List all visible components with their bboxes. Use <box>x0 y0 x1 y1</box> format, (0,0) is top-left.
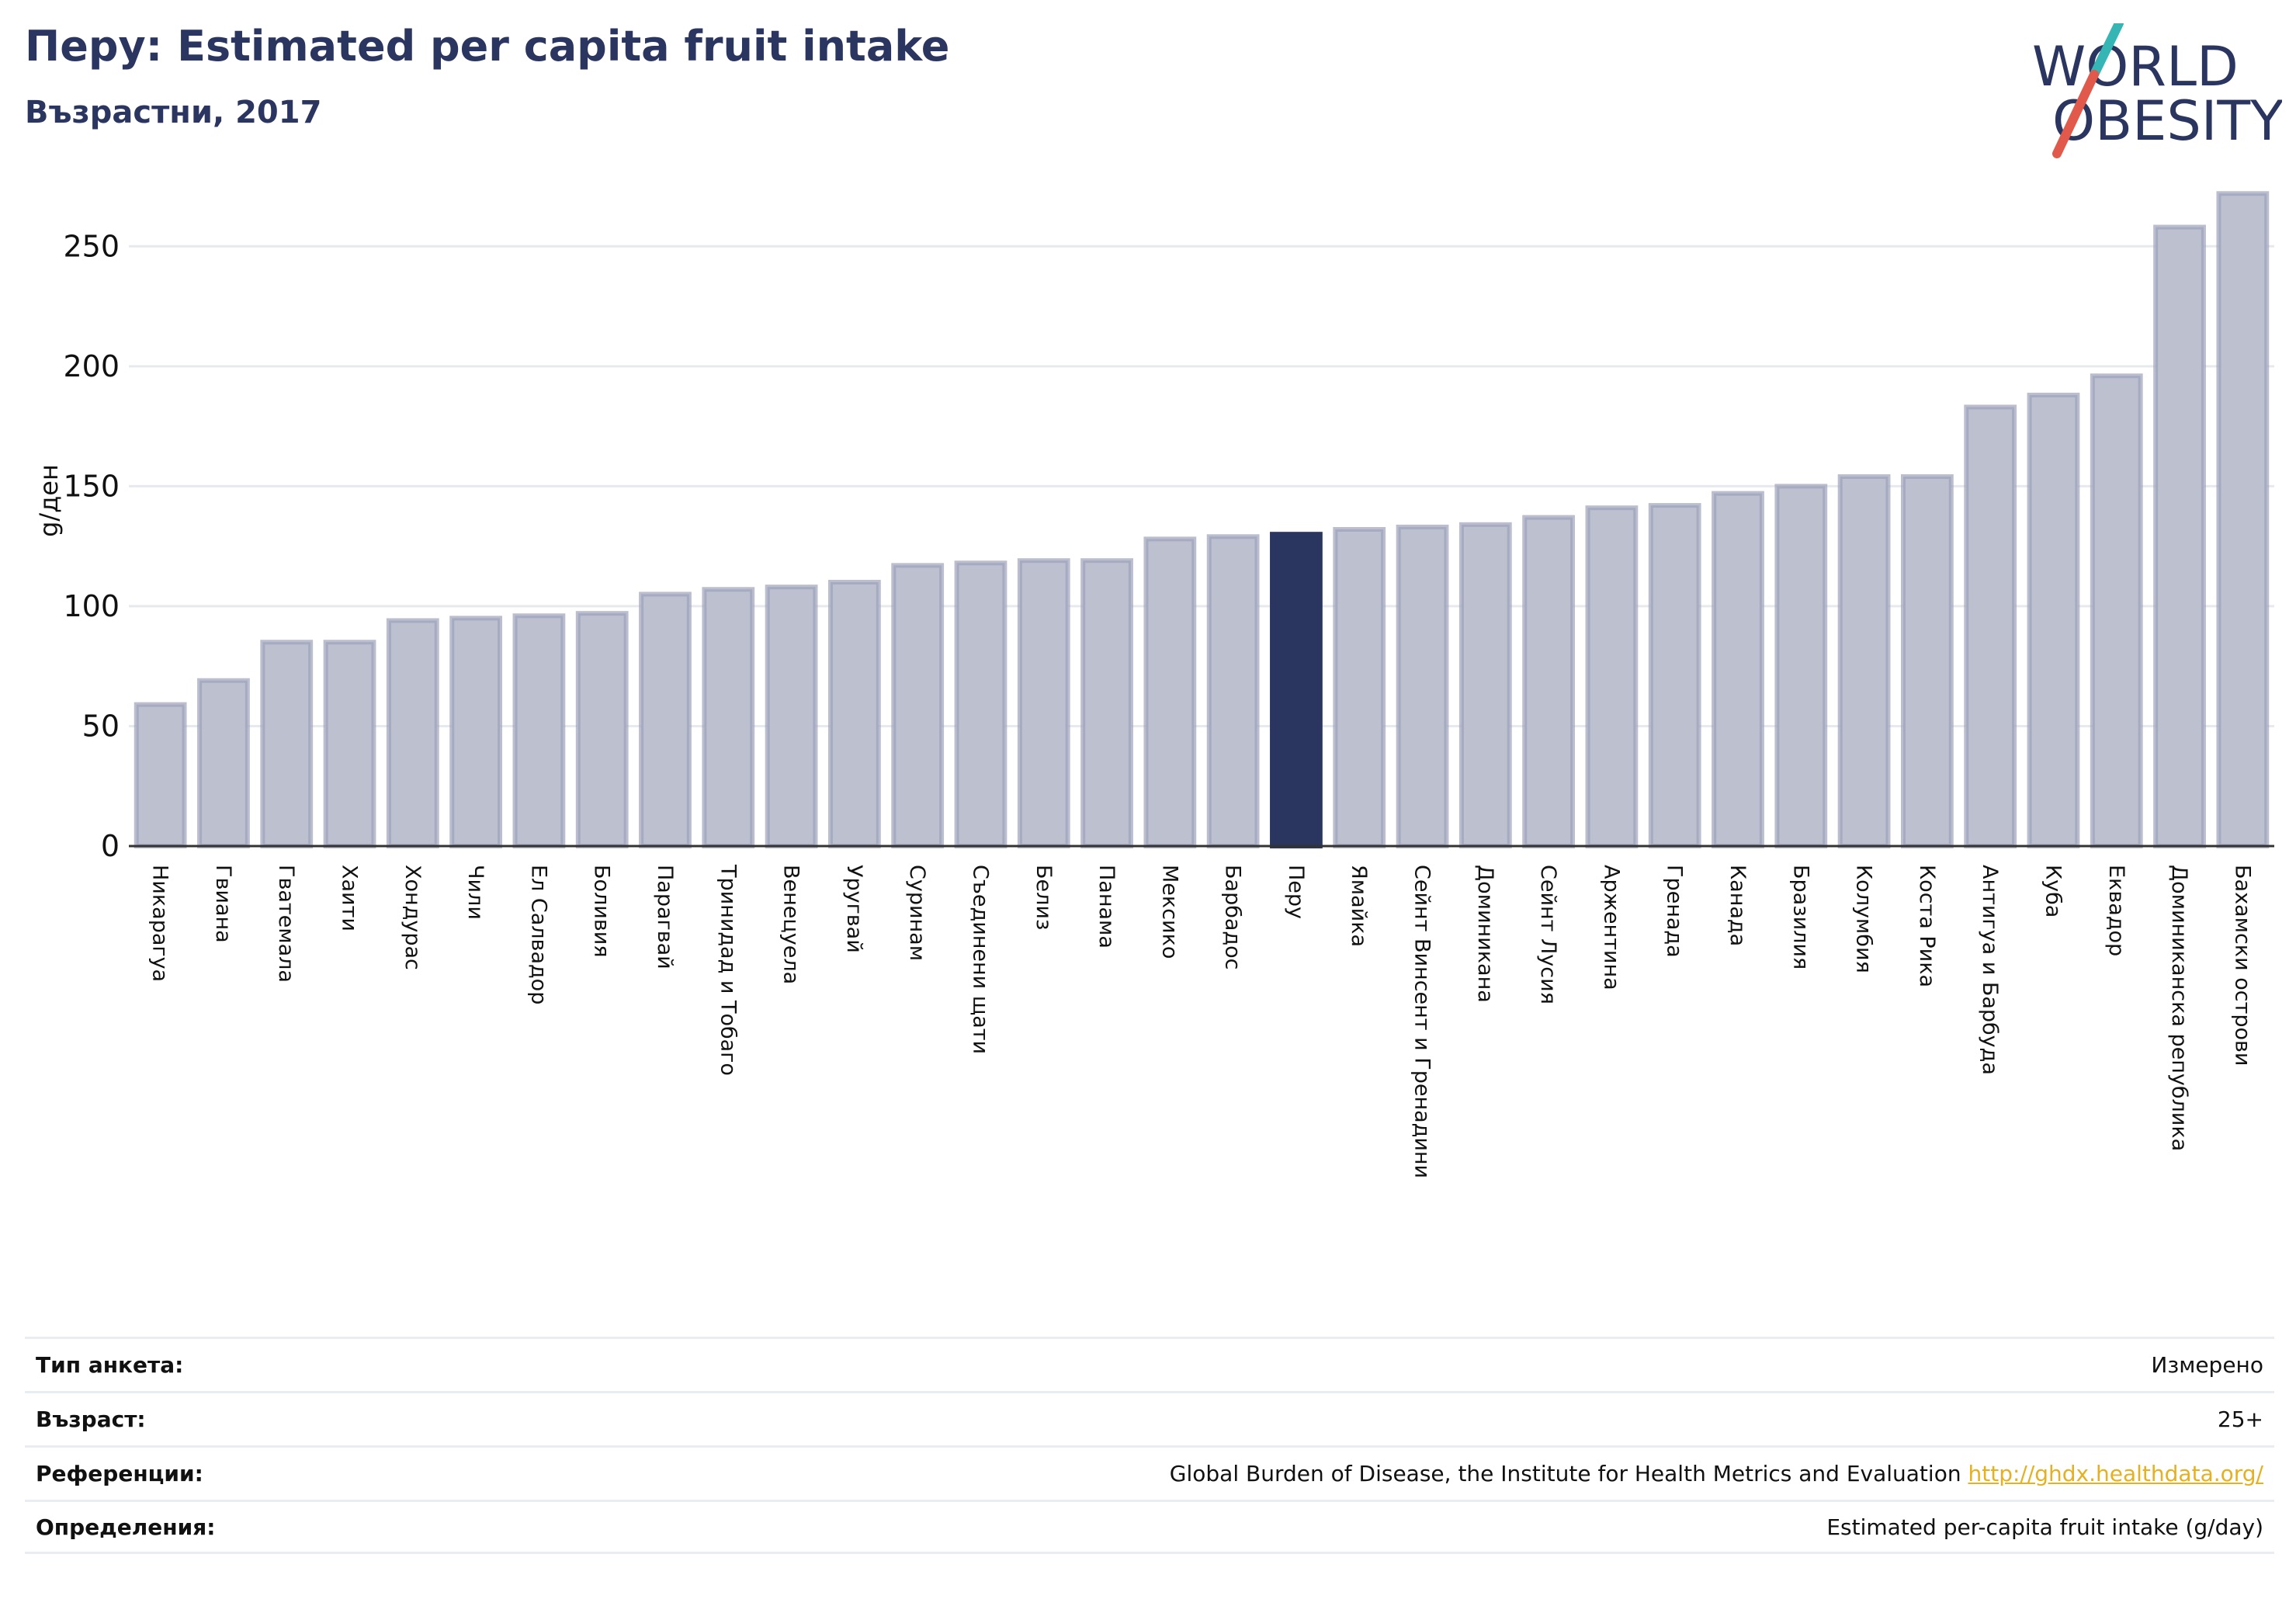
bar <box>260 640 314 848</box>
x-tick-label: Бразилия <box>1788 865 1812 969</box>
x-tick-label: Мексико <box>1157 865 1181 959</box>
x-tick-label: Чили <box>463 865 487 920</box>
info-row-references: Референции: Global Burden of Disease, th… <box>25 1445 2274 1500</box>
bar <box>197 678 250 849</box>
bar <box>512 613 566 848</box>
world-obesity-logo: WORLD OBESITY <box>2032 23 2282 158</box>
x-tick-label: Ямайка <box>1347 865 1371 947</box>
bar <box>1143 536 1197 848</box>
x-tick-label: Белиз <box>1032 865 1056 930</box>
bar <box>1648 503 1701 848</box>
bar <box>1333 527 1386 848</box>
bar <box>639 591 692 848</box>
info-label: Възраст: <box>36 1406 146 1432</box>
info-value: Estimated per-capita fruit intake (g/day… <box>1826 1514 2263 1540</box>
x-tick-label: Сейнт Лусия <box>1536 865 1560 1004</box>
logo-word-obesity: OBESITY <box>2052 89 2282 153</box>
y-tick-label: 200 <box>63 349 120 383</box>
bar <box>134 702 187 848</box>
bar <box>1900 474 1954 848</box>
bar <box>1712 491 1764 848</box>
x-tick-label: Доминикана <box>1473 865 1497 1003</box>
x-tick-label: Суринам <box>905 865 929 961</box>
logo-word-world: WORLD <box>2032 35 2239 99</box>
x-tick-label: Уругвай <box>842 865 866 953</box>
x-tick-label: Коста Рика <box>1915 865 1939 987</box>
info-row-age: Възраст: 25+ <box>25 1391 2274 1445</box>
logo-slash-top <box>2090 23 2124 79</box>
x-tick-label: Барбадос <box>1221 865 1245 969</box>
bar <box>575 611 629 848</box>
x-tick-label: Хаити <box>338 865 362 931</box>
x-tick-label: Хондурас <box>401 865 425 970</box>
x-tick-label: Куба <box>2041 865 2065 917</box>
bar <box>323 640 376 848</box>
chart-title: Перу: Estimated per capita fruit intake <box>25 22 950 71</box>
x-tick-label: Бахамски острови <box>2230 865 2254 1066</box>
bar <box>1774 484 1828 848</box>
x-tick-label: Гватемала <box>274 865 298 983</box>
logo-slash-bottom <box>2052 70 2099 158</box>
info-value: Измерено <box>2151 1352 2263 1378</box>
x-tick-label: Аржентина <box>1599 865 1623 990</box>
bar <box>1522 515 1576 849</box>
info-value: 25+ <box>2217 1406 2263 1432</box>
bar <box>1270 532 1323 848</box>
y-tick-label: 150 <box>63 469 120 503</box>
x-tick-label: Венецуела <box>779 865 803 984</box>
x-tick-label: Гренада <box>1663 865 1687 958</box>
y-tick-label: 0 <box>101 829 120 863</box>
info-table: Тип анкета: Измерено Възраст: 25+ Рефере… <box>25 1337 2274 1554</box>
x-tick-label: Ел Салвадор <box>526 865 550 1004</box>
x-tick-label: Перу <box>1284 865 1308 919</box>
bar <box>1837 474 1891 848</box>
info-row-survey-type: Тип анкета: Измерено <box>25 1337 2274 1391</box>
info-label: Тип анкета: <box>36 1352 184 1378</box>
x-tick-label: Сейнт Винсент и Гренадини <box>1410 865 1434 1178</box>
y-tick-label: 50 <box>82 709 120 743</box>
bar <box>891 563 945 848</box>
x-tick-label: Гвиана <box>211 865 235 943</box>
reference-text: Global Burden of Disease, the Institute … <box>1169 1461 1961 1486</box>
bar <box>1585 505 1639 848</box>
bar <box>1964 404 2017 848</box>
x-tick-label: Канада <box>1725 865 1750 946</box>
bar <box>2027 392 2080 848</box>
bar-chart: 0 50 100 150 200 250 g/ден Никарагуа Гвиана Гвате… <box>34 191 2274 1178</box>
bar <box>2153 224 2206 848</box>
x-tick-label: Антигуа и Барбуда <box>1978 865 2002 1075</box>
bar <box>2216 191 2270 849</box>
bar <box>1017 558 1070 848</box>
bar <box>2090 373 2143 848</box>
bar <box>1458 522 1512 848</box>
x-tick-label: Боливия <box>590 865 614 958</box>
x-tick-label: Панама <box>1094 865 1119 949</box>
x-tick-label: Парагвай <box>653 865 677 969</box>
y-tick-label: 250 <box>63 229 120 263</box>
bar <box>1206 534 1260 848</box>
bar <box>954 560 1008 848</box>
bar <box>827 580 881 848</box>
bar <box>765 584 818 848</box>
bar <box>1080 558 1133 848</box>
info-label: Определения: <box>36 1514 216 1540</box>
info-value: Global Burden of Disease, the Institute … <box>1170 1461 2263 1486</box>
x-tick-label: Колумбия <box>1852 865 1876 973</box>
y-tick-label: 100 <box>63 589 120 623</box>
x-tick-label: Доминиканска република <box>2167 865 2191 1151</box>
x-tick-label: Съединени щати <box>968 865 992 1054</box>
bar <box>1396 524 1449 849</box>
info-row-definitions: Определения: Estimated per-capita fruit … <box>25 1500 2274 1554</box>
x-tick-label: Тринидад и Тобаго <box>716 864 740 1076</box>
x-tick-label: Никарагуа <box>148 865 172 982</box>
chart-subtitle: Възрастни, 2017 <box>25 95 322 130</box>
bar <box>386 618 439 848</box>
y-axis-label: g/ден <box>34 464 64 537</box>
reference-link[interactable]: http://ghdx.healthdata.org/ <box>1968 1461 2263 1486</box>
bar <box>449 616 503 848</box>
bar <box>702 587 755 848</box>
x-tick-label: Еквадор <box>2104 865 2128 956</box>
info-label: Референции: <box>36 1461 203 1486</box>
